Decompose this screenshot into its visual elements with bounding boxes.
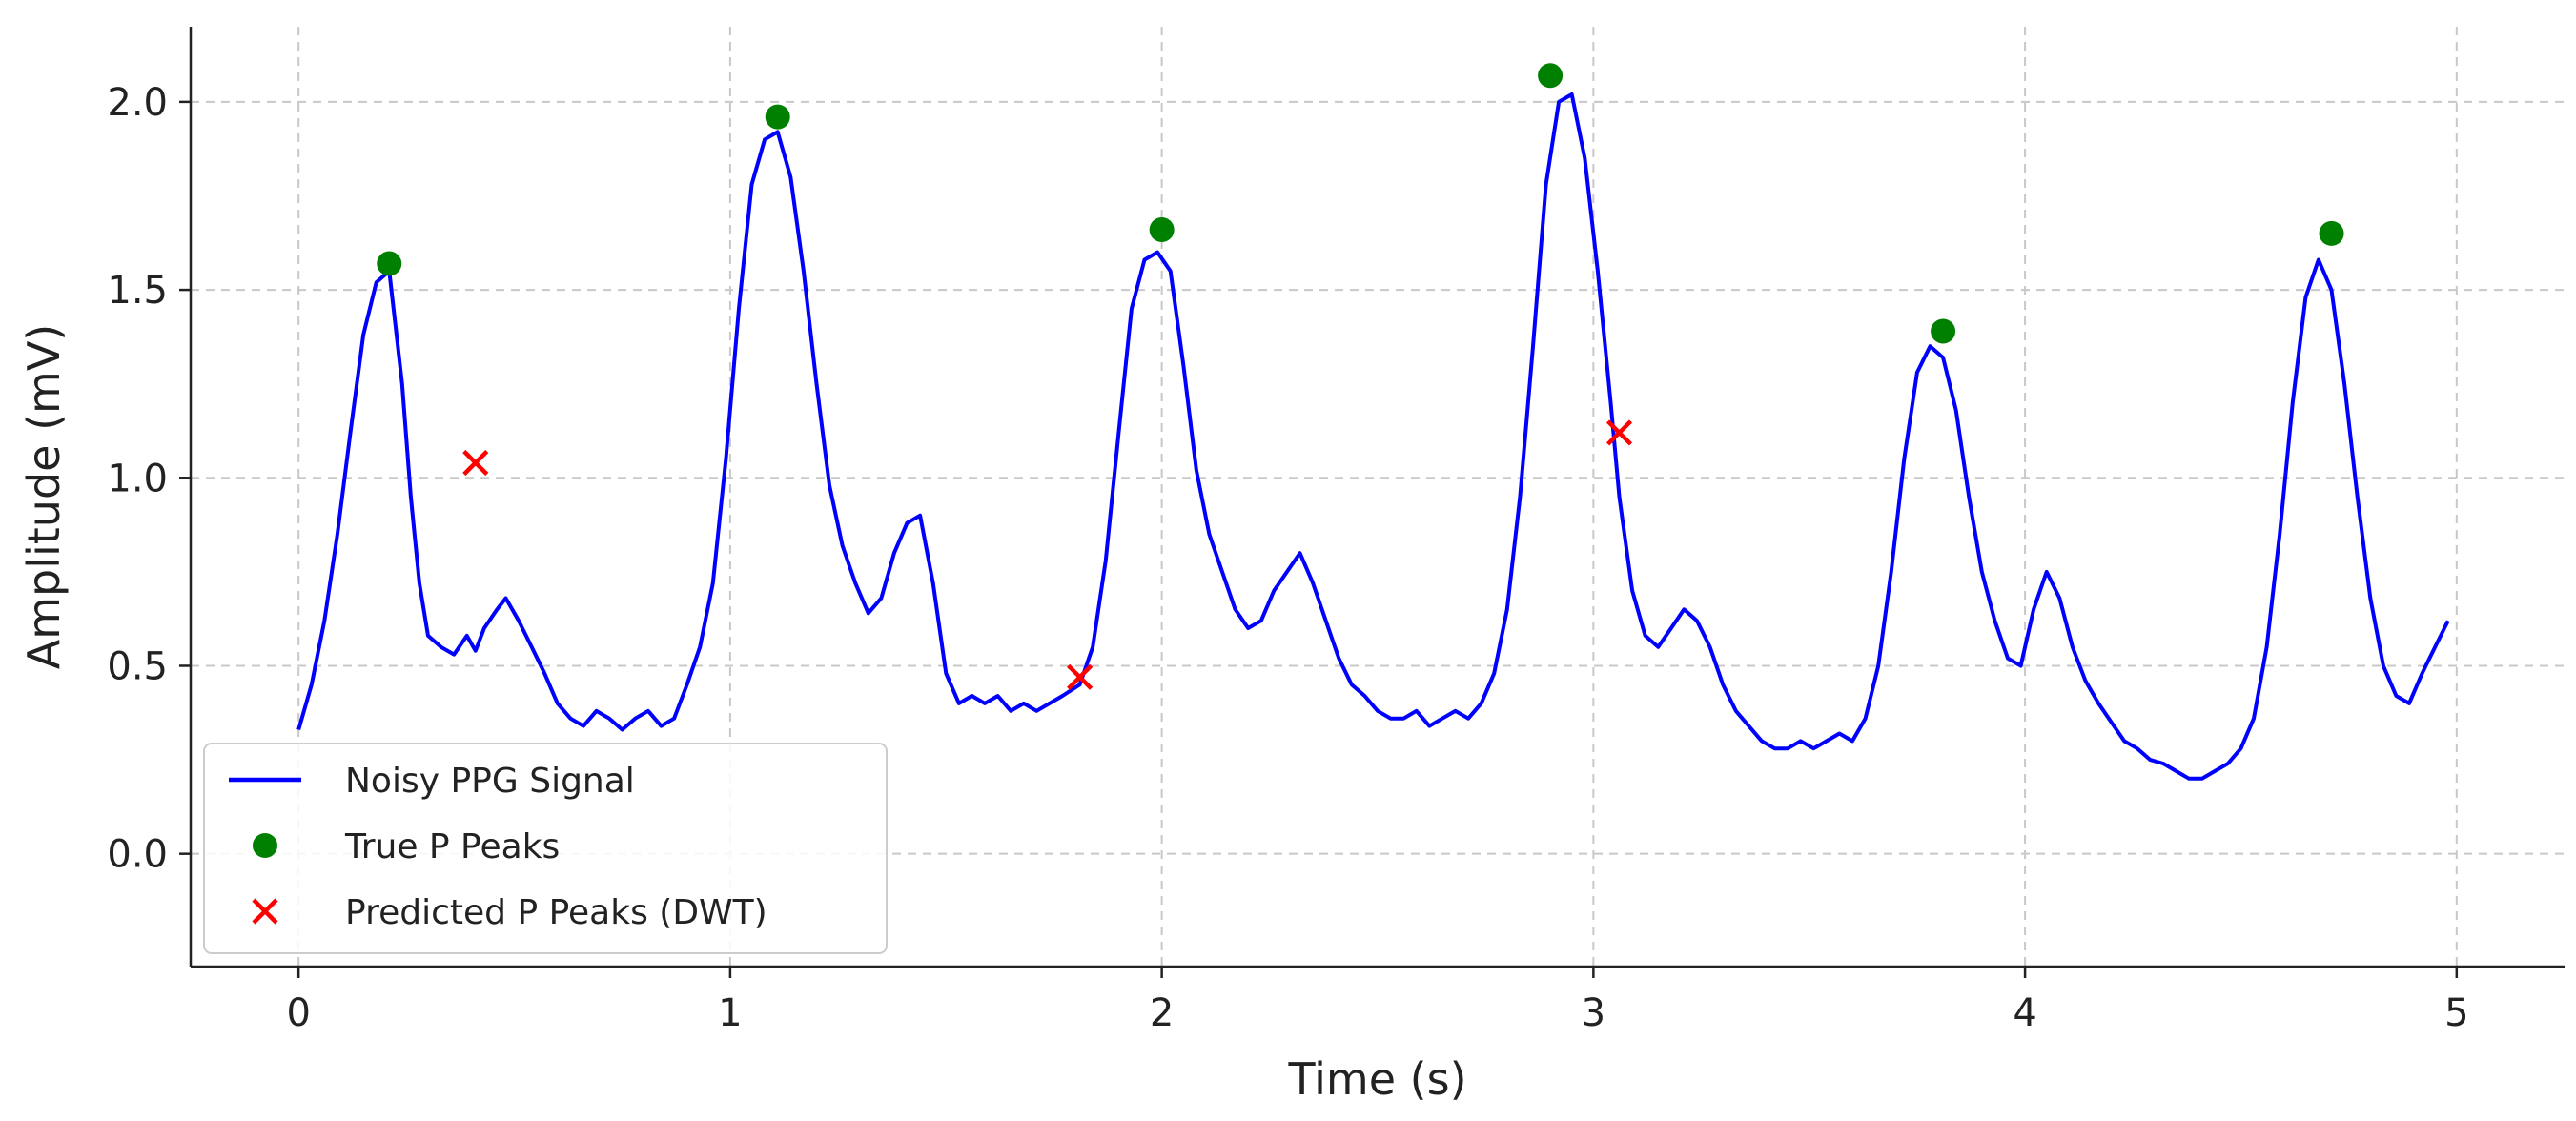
ppg-signal-line bbox=[296, 92, 2450, 781]
true-peak-point bbox=[1149, 216, 1175, 242]
legend-label: True P Peaks bbox=[344, 827, 560, 866]
predicted-peak-stroke bbox=[1605, 419, 1633, 446]
tick-labels: 0 1 2 3 4 5 0.0 0.5 1.0 1.5 2.0 bbox=[107, 81, 2468, 1035]
predicted-peak-point bbox=[1067, 663, 1094, 690]
series bbox=[296, 63, 2450, 781]
x-tick-label: 0 bbox=[286, 991, 310, 1035]
x-axis-title: Time (s) bbox=[1287, 1053, 1466, 1105]
true-peak-point bbox=[2319, 220, 2344, 246]
y-tick-label: 1.5 bbox=[107, 269, 168, 313]
predicted-peak-stroke bbox=[462, 449, 489, 477]
legend-circle-swatch bbox=[253, 833, 277, 858]
predicted-peak-point bbox=[462, 449, 489, 477]
x-tick-label: 5 bbox=[2444, 991, 2468, 1035]
y-tick-label: 0.0 bbox=[107, 833, 168, 877]
x-tick-label: 3 bbox=[1582, 991, 1605, 1035]
x-tick-label: 2 bbox=[1150, 991, 1174, 1035]
legend-label: Predicted P Peaks (DWT) bbox=[345, 893, 767, 932]
legend-box bbox=[203, 743, 888, 954]
true-peak-point bbox=[377, 251, 402, 276]
true-peak-point bbox=[1538, 63, 1564, 89]
y-tick-label: 0.5 bbox=[107, 644, 168, 688]
legend-label: Noisy PPG Signal bbox=[345, 762, 635, 801]
y-tick-label: 2.0 bbox=[107, 81, 168, 125]
y-tick-label: 1.0 bbox=[107, 457, 168, 500]
predicted-peak-point bbox=[1605, 419, 1633, 446]
y-axis-title: Amplitude (mV) bbox=[18, 324, 70, 670]
true-peak-point bbox=[765, 104, 790, 130]
true-peak-point bbox=[1931, 318, 1956, 344]
legend: Noisy PPG Signal True P Peaks Predicted P … bbox=[203, 743, 888, 954]
x-tick-label: 1 bbox=[718, 991, 742, 1035]
predicted-peak-stroke bbox=[1067, 663, 1094, 690]
legend-x-swatch bbox=[252, 898, 278, 925]
axes bbox=[179, 27, 2565, 978]
x-tick-label: 4 bbox=[2013, 991, 2036, 1035]
